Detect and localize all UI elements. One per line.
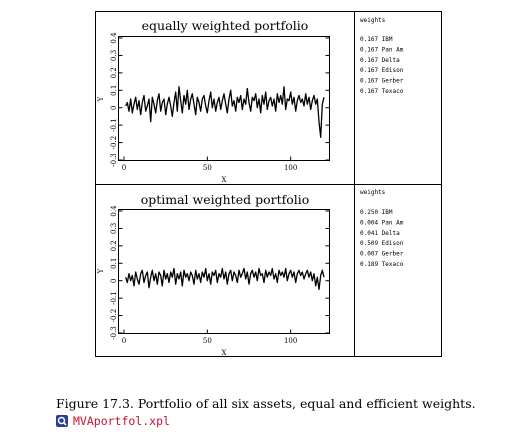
y-tick-label: -0.2 xyxy=(110,309,118,323)
weights-heading: weights xyxy=(360,17,386,24)
x-tick-label: 50 xyxy=(203,164,212,172)
weight-entry: 0.004 Pan Am xyxy=(360,219,404,226)
x-axis: 0 50 100 xyxy=(122,156,297,172)
script-link-row: MVAportfol.xpl xyxy=(56,413,496,429)
weight-entry: 0.167 IBM xyxy=(360,36,393,43)
y-tick-label: 0.3 xyxy=(110,223,118,234)
series-line xyxy=(125,267,325,291)
script-link[interactable]: MVAportfol.xpl xyxy=(73,414,170,428)
x-tick-label: 50 xyxy=(203,337,212,345)
y-tick-label: -0.1 xyxy=(110,291,118,305)
weight-entry: 0.189 Texaco xyxy=(360,261,404,268)
x-tick-label: 100 xyxy=(284,337,297,345)
weight-entry: 0.509 Edison xyxy=(360,240,404,247)
x-tick-label: 100 xyxy=(284,164,297,172)
x-axis: 0 50 100 xyxy=(122,329,297,345)
weights-list: 0.167 IBM 0.167 Pan Am 0.167 Delta 0.167 Ed… xyxy=(360,36,404,95)
weight-entry: 0.167 Edison xyxy=(360,67,404,74)
y-tick-label: 0.2 xyxy=(110,240,118,251)
chart-title: optimal weighted portfolio xyxy=(141,192,310,207)
x-tick-label: 0 xyxy=(122,337,126,345)
y-tick-label: 0.4 xyxy=(110,205,118,217)
x-axis-label: X xyxy=(222,349,227,357)
y-axis-label: Y xyxy=(97,268,105,274)
weight-entry: 0.041 Delta xyxy=(360,230,400,237)
figure-caption: Figure 17.3. Portfolio of all six assets… xyxy=(56,396,496,429)
caption-text: Figure 17.3. Portfolio of all six assets… xyxy=(56,396,476,411)
x-axis-label: X xyxy=(222,176,227,184)
weight-entry: 0.167 Delta xyxy=(360,57,400,64)
y-axis: -0.3 -0.2 -0.1 0 0.1 0.2 0.3 0.4 xyxy=(110,205,330,340)
chart-panel-optimal: optimal weighted portfolio -0.3 -0.2 -0.1 0… xyxy=(97,189,404,357)
weight-entry: 0.250 IBM xyxy=(360,209,393,216)
plot-area xyxy=(118,209,330,334)
plot-area xyxy=(118,36,330,161)
weights-list: 0.250 IBM 0.004 Pan Am 0.041 Delta 0.509 Ed… xyxy=(360,209,404,268)
y-tick-label: 0.2 xyxy=(110,67,118,78)
magnifier-q-icon xyxy=(56,415,68,427)
y-tick-label: -0.3 xyxy=(110,153,118,167)
series-line xyxy=(125,86,325,138)
y-tick-label: -0.3 xyxy=(110,326,118,340)
y-axis-label: Y xyxy=(97,96,105,102)
weight-entry: 0.167 Texaco xyxy=(360,88,404,95)
y-tick-label: 0.1 xyxy=(110,85,118,96)
chart-panel-equal: equally weighted portfolio -0.3 -0.2 -0.1 0… xyxy=(97,17,404,184)
y-tick-label: 0 xyxy=(110,278,118,282)
x-tick-label: 0 xyxy=(122,164,126,172)
y-axis: -0.3 -0.2 -0.1 0 0.1 0.2 0.3 0.4 xyxy=(110,32,330,167)
weight-entry: 0.167 Gerber xyxy=(360,78,404,85)
y-tick-label: -0.2 xyxy=(110,136,118,150)
y-tick-label: 0.3 xyxy=(110,50,118,61)
y-tick-label: -0.1 xyxy=(110,118,118,131)
y-tick-label: 0 xyxy=(110,105,118,109)
y-tick-label: 0.1 xyxy=(110,258,118,269)
weight-entry: 0.167 Pan Am xyxy=(360,46,404,53)
chart-title: equally weighted portfolio xyxy=(142,18,309,33)
weight-entry: 0.007 Gerber xyxy=(360,251,404,258)
weights-heading: weights xyxy=(360,189,386,196)
y-tick-label: 0.4 xyxy=(110,32,118,44)
